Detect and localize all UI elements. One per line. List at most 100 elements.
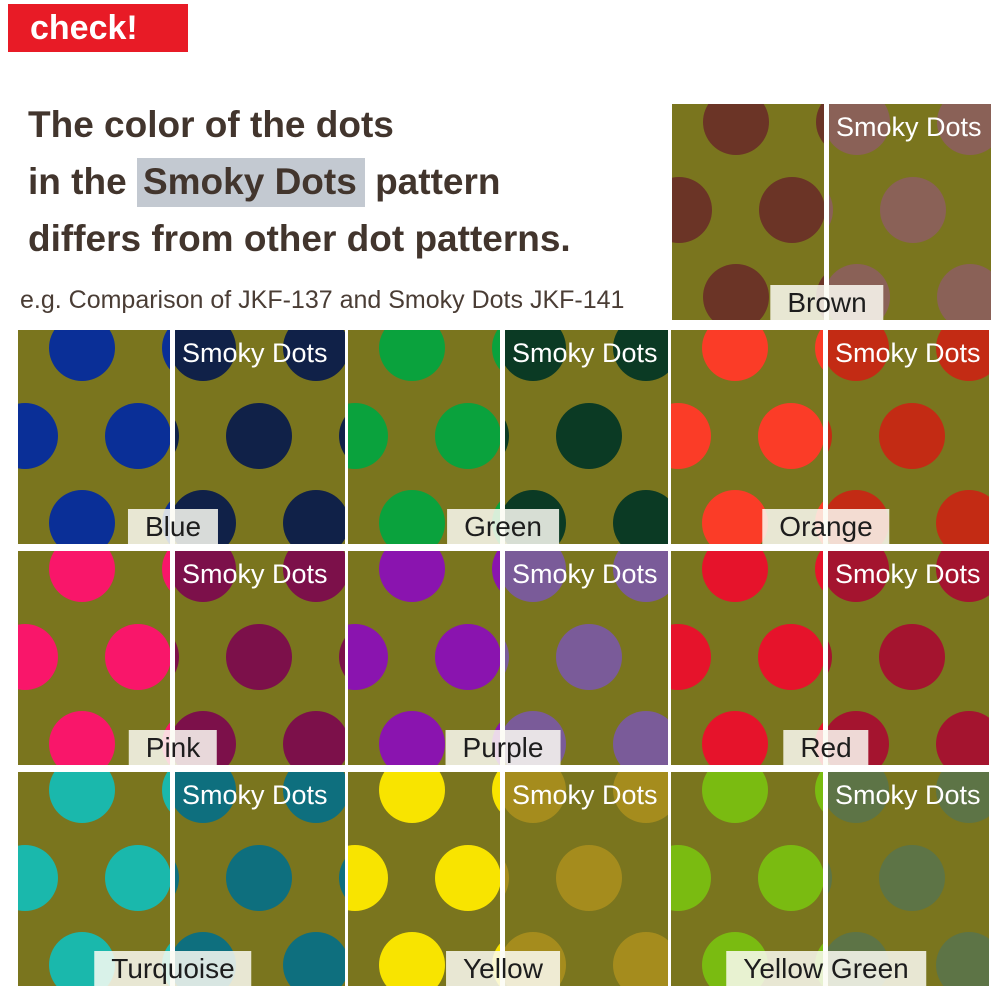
example-caption: e.g. Comparison of JKF-137 and Smoky Dot… — [20, 286, 625, 314]
polka-dot — [161, 330, 170, 381]
vivid-dot-swatch — [672, 104, 824, 320]
color-name-label-yellow: Yellow — [446, 951, 560, 986]
pattern-pair-red: Smoky Dots Red — [671, 551, 989, 765]
polka-dot — [339, 623, 345, 690]
polka-dot — [814, 551, 823, 602]
title-line-2-pre: in the — [28, 161, 137, 202]
color-name-label-brown: Brown — [770, 285, 884, 320]
color-name-label-yellow-green: Yellow Green — [726, 951, 926, 986]
polka-dot — [701, 330, 768, 381]
polka-dot — [105, 844, 170, 911]
polka-dot — [339, 402, 345, 469]
polka-dot — [175, 402, 179, 469]
polka-dot — [378, 711, 445, 765]
polka-dot — [18, 402, 58, 469]
smoky-dots-swatch-label: Smoky Dots — [182, 780, 328, 810]
pattern-pair-blue: Smoky Dots Blue — [18, 330, 345, 544]
polka-dot — [814, 330, 823, 381]
polka-dot — [814, 772, 823, 823]
polka-dot — [48, 772, 115, 823]
polka-dot — [612, 932, 668, 986]
polka-dot — [161, 772, 170, 823]
pattern-pair-purple: Smoky Dots Purple — [348, 551, 668, 765]
polka-dot — [48, 551, 115, 602]
color-name-label-purple: Purple — [445, 730, 561, 765]
polka-dot — [378, 772, 445, 823]
polka-dot — [935, 490, 989, 544]
polka-dot — [671, 402, 711, 469]
smoky-dots-swatch-label: Smoky Dots — [835, 559, 981, 589]
polka-dot — [612, 711, 668, 765]
pattern-pair-pink: Smoky Dots Pink — [18, 551, 345, 765]
polka-dot — [435, 623, 500, 690]
polka-dot — [701, 490, 768, 544]
polka-dot — [348, 402, 388, 469]
polka-dot — [505, 844, 509, 911]
polka-dot — [48, 490, 115, 544]
smoky-dot-swatch: Smoky Dots — [175, 772, 345, 986]
polka-dot — [879, 623, 945, 690]
polka-dot — [879, 844, 945, 911]
pattern-pair-turquoise: Smoky Dots Turquoise — [18, 772, 345, 986]
color-name-label-blue: Blue — [127, 509, 219, 544]
check-badge: check! — [8, 4, 188, 52]
polka-dot — [435, 402, 500, 469]
polka-dot — [505, 623, 509, 690]
polka-dot — [18, 844, 58, 911]
polka-dot — [671, 623, 711, 690]
polka-dot — [935, 711, 989, 765]
polka-dot — [491, 551, 500, 602]
polka-dot — [226, 402, 292, 469]
polka-dot — [758, 844, 823, 911]
polka-dot — [935, 932, 989, 986]
polka-dot — [828, 402, 832, 469]
smoky-dots-swatch-label: Smoky Dots — [512, 780, 658, 810]
polka-dot — [226, 844, 292, 911]
smoky-dot-swatch: Smoky Dots — [505, 551, 668, 765]
pattern-pair-yellow: Smoky Dots Yellow — [348, 772, 668, 986]
polka-dot — [936, 264, 991, 320]
polka-dot — [828, 623, 832, 690]
polka-dot — [378, 330, 445, 381]
polka-dot — [672, 176, 712, 243]
polka-dot — [879, 402, 945, 469]
polka-dot — [758, 402, 823, 469]
polka-dot — [671, 844, 711, 911]
color-name-label-red: Red — [783, 730, 869, 765]
polka-dot — [701, 711, 768, 765]
smoky-dots-swatch-label: Smoky Dots — [512, 338, 658, 368]
polka-dot — [282, 772, 345, 823]
polka-dot — [339, 844, 345, 911]
polka-dot — [105, 402, 170, 469]
polka-dot — [556, 844, 622, 911]
polka-dot — [175, 844, 179, 911]
polka-dot — [105, 623, 170, 690]
polka-dot — [701, 772, 768, 823]
polka-dot — [161, 551, 170, 602]
polka-dot — [491, 330, 500, 381]
polka-dot — [348, 844, 388, 911]
vivid-dot-swatch — [18, 772, 170, 986]
polka-dot — [378, 932, 445, 986]
polka-dot — [435, 844, 500, 911]
polka-dot — [612, 490, 668, 544]
vivid-dot-swatch — [671, 551, 823, 765]
polka-dot — [282, 330, 345, 381]
polka-dot — [491, 772, 500, 823]
pattern-pair-brown: Smoky Dots Brown — [672, 104, 991, 320]
vivid-dot-swatch — [348, 772, 500, 986]
polka-dot — [226, 623, 292, 690]
smoky-dot-swatch: Smoky Dots — [175, 330, 345, 544]
polka-dot — [815, 104, 824, 155]
polka-dot — [18, 623, 58, 690]
vivid-dot-swatch — [671, 330, 823, 544]
smoky-dots-swatch-label: Smoky Dots — [835, 338, 981, 368]
polka-dot — [556, 402, 622, 469]
polka-dot — [556, 623, 622, 690]
vivid-dot-swatch — [18, 330, 170, 544]
polka-dot — [828, 844, 832, 911]
polka-dot — [282, 490, 345, 544]
smoky-dots-swatch-label: Smoky Dots — [512, 559, 658, 589]
title-line-1: The color of the dots — [28, 104, 394, 145]
